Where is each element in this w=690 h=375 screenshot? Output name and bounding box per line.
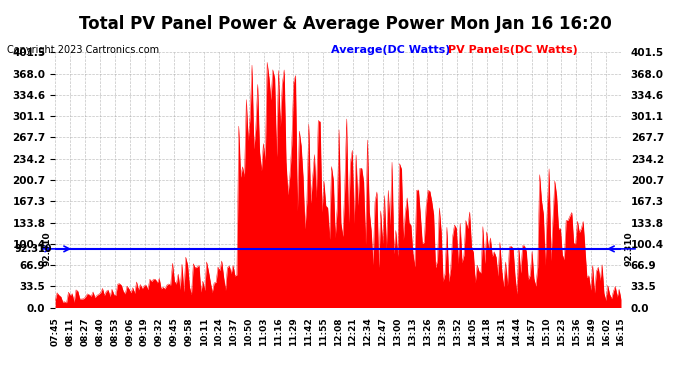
Text: 92.310: 92.310 <box>14 244 52 254</box>
Text: Copyright 2023 Cartronics.com: Copyright 2023 Cartronics.com <box>7 45 159 55</box>
Text: 92.310: 92.310 <box>624 231 634 266</box>
Text: PV Panels(DC Watts): PV Panels(DC Watts) <box>448 45 578 55</box>
Text: Average(DC Watts): Average(DC Watts) <box>331 45 451 55</box>
Text: 92.310: 92.310 <box>42 231 52 266</box>
Text: Total PV Panel Power & Average Power Mon Jan 16 16:20: Total PV Panel Power & Average Power Mon… <box>79 15 611 33</box>
